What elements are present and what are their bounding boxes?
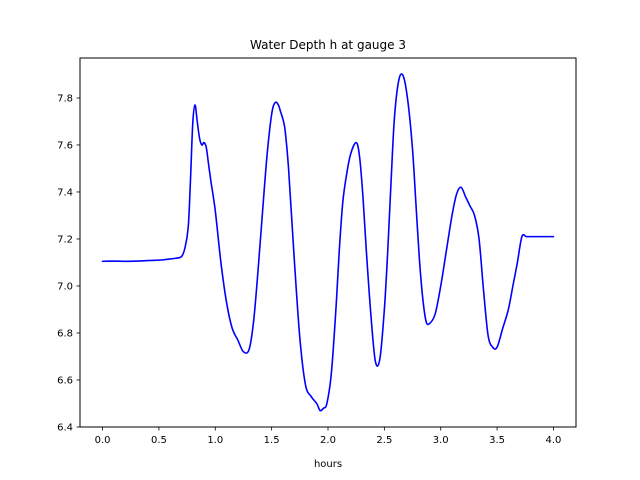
x-tick-label: 0.5 [151,435,167,446]
axes-frame [79,57,577,428]
x-axis-label: hours [314,459,342,470]
y-tick-label: 7.8 [57,93,73,104]
x-tick-label: 3.0 [433,435,449,446]
y-tick-label: 6.4 [57,423,73,434]
x-tick-label: 3.5 [489,435,505,446]
x-tick-label: 1.5 [264,435,280,446]
y-tick-label: 7.6 [57,140,73,151]
y-tick-label: 7.2 [57,234,73,245]
x-tick-label: 4.0 [546,435,562,446]
y-tick-label: 7.0 [57,281,73,292]
series-layer [101,73,555,412]
y-axis-ticks: 6.4 6.6 6.8 7.0 7.2 7.4 7.6 7.8 [57,93,80,434]
y-tick-label: 6.6 [57,375,73,386]
y-tick-label: 6.8 [57,328,73,339]
series-line [101,73,555,412]
x-axis-ticks: 0.0 0.5 1.0 1.5 2.0 2.5 3.0 3.5 4.0 [95,427,562,446]
x-tick-label: 1.0 [207,435,223,446]
y-tick-label: 7.4 [57,187,73,198]
x-tick-label: 2.5 [376,435,392,446]
plot-area [80,58,576,427]
chart-title: Water Depth h at gauge 3 [250,38,406,52]
x-tick-label: 0.0 [95,435,111,446]
x-tick-label: 2.0 [320,435,336,446]
